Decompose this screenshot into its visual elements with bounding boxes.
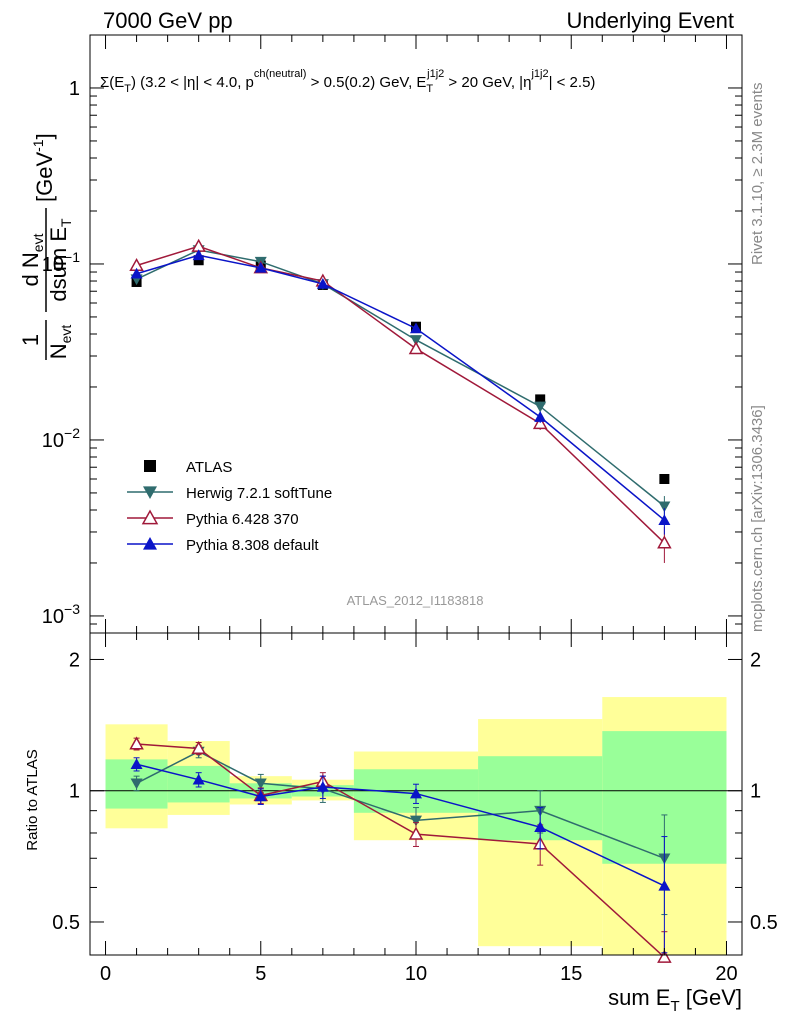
ratio-point-pythia-6-428-370 [657, 949, 672, 963]
point-pythia-8-308-default [192, 249, 205, 261]
ratio-point-pythia-8-308-default [316, 780, 329, 792]
mcplots-label: mcplots.cern.ch [arXiv:1306.3436] [749, 405, 766, 632]
header-right: Underlying Event [566, 8, 734, 33]
ratio-panel: 0 5 10 15 20 0.5 0.5 1 1 2 2 Ratio to ATLAS sum ET… [24, 632, 778, 1015]
main-panel: 10−3 10−2 10−1 1 Σ(ET) (3.2 < |η| < 4.0, pc… [18, 34, 743, 634]
ratio-y-tick-label-right: 2 [750, 649, 761, 671]
point-pythia-6-428-370 [532, 415, 548, 430]
ratio-point-herwig-7-2-1-softtune [410, 815, 422, 827]
ratio-point-pythia-8-308-default [254, 790, 267, 802]
ratio-point-pythia-8-308-default [410, 787, 422, 799]
x-tick-label: 0 [100, 963, 111, 985]
point-pythia-8-308-default [658, 514, 671, 525]
legend-label-herwig-7-2-1-softtune: Herwig 7.2.1 softTune [186, 485, 332, 502]
y-tick-label: 1 [69, 78, 80, 100]
ratio-point-pythia-6-428-370 [129, 736, 144, 750]
ratio-ticks: 0 5 10 15 20 0.5 0.5 1 1 2 2 [52, 633, 778, 985]
point-pythia-8-308-default [534, 411, 547, 422]
ratio-marks [129, 736, 672, 963]
legend-marker-pythia-6-428-370 [141, 509, 159, 525]
header-left: 7000 GeV pp [103, 8, 233, 33]
legend-marker-pythia-8-308-default [143, 537, 157, 550]
x-axis-label: sum ET [GeV] [608, 985, 742, 1015]
y-label-num1: 1 [18, 334, 43, 346]
ratio-y-tick-label: 2 [69, 649, 80, 671]
y-tick-label: 10−2 [42, 425, 80, 452]
x-tick-label: 10 [405, 963, 427, 985]
point-pythia-8-308-default [410, 322, 422, 334]
legend-label-pythia-8-308-default: Pythia 8.308 default [186, 537, 319, 554]
legend-label-pythia-6-428-370: Pythia 6.428 370 [186, 511, 299, 528]
point-atlas [659, 473, 670, 484]
legend: ATLAS Herwig 7.2.1 softTune Pythia 6.428 3… [127, 459, 332, 554]
y-label-num2: d Nevt [18, 233, 46, 286]
ratio-y-tick-label: 0.5 [52, 912, 80, 934]
point-herwig-7-2-1-softtune [534, 401, 547, 413]
point-atlas [193, 255, 204, 266]
ratio-y-tick-label-right: 1 [750, 781, 761, 803]
ratio-point-pythia-8-308-default [658, 879, 671, 891]
x-tick-label: 5 [255, 963, 266, 985]
ratio-point-pythia-6-428-370 [408, 826, 424, 840]
main-title: Σ(ET) (3.2 < |η| < 4.0, pch(neutral) > 0… [100, 68, 595, 95]
legend-marker-herwig-7-2-1-softtune [143, 486, 157, 499]
x-tick-label: 15 [560, 963, 582, 985]
main-marks [129, 238, 672, 563]
point-pythia-8-308-default [130, 267, 143, 279]
y-tick-label: 10−3 [42, 601, 80, 628]
ratio-point-herwig-7-2-1-softtune [130, 778, 143, 790]
analysis-label: ATLAS_2012_I1183818 [347, 593, 484, 608]
point-pythia-6-428-370 [408, 341, 424, 355]
point-herwig-7-2-1-softtune [658, 501, 671, 513]
rivet-label: Rivet 3.1.10, ≥ 2.3M events [749, 83, 766, 266]
ratio-y-tick-label: 1 [69, 781, 80, 803]
point-atlas [535, 394, 546, 405]
y-label-den1: Nevt [46, 325, 74, 360]
ratio-point-pythia-8-308-default [534, 821, 547, 832]
point-pythia-8-308-default [316, 277, 329, 289]
legend-marker-atlas [144, 460, 156, 472]
ratio-point-herwig-7-2-1-softtune [254, 778, 267, 790]
ratio-y-label: Ratio to ATLAS [24, 749, 41, 850]
point-pythia-8-308-default [254, 261, 267, 273]
ratio-point-pythia-8-308-default [130, 758, 143, 770]
y-label-unit: [GeV-1] [30, 133, 57, 202]
point-pythia-6-428-370 [657, 535, 672, 549]
ratio-point-pythia-6-428-370 [191, 740, 206, 755]
y-label-den2: dsum ET [46, 218, 74, 302]
x-tick-label: 20 [715, 963, 737, 985]
series-line-pythia-8-308-default [136, 254, 665, 521]
ratio-point-pythia-8-308-default [192, 773, 205, 785]
y-tick-label: 10−1 [42, 249, 80, 276]
legend-label-atlas: ATLAS [186, 459, 232, 476]
main-ticks: 10−3 10−2 10−1 1 [42, 34, 742, 634]
ratio-y-tick-label-right: 0.5 [750, 912, 778, 934]
point-herwig-7-2-1-softtune [410, 335, 422, 346]
